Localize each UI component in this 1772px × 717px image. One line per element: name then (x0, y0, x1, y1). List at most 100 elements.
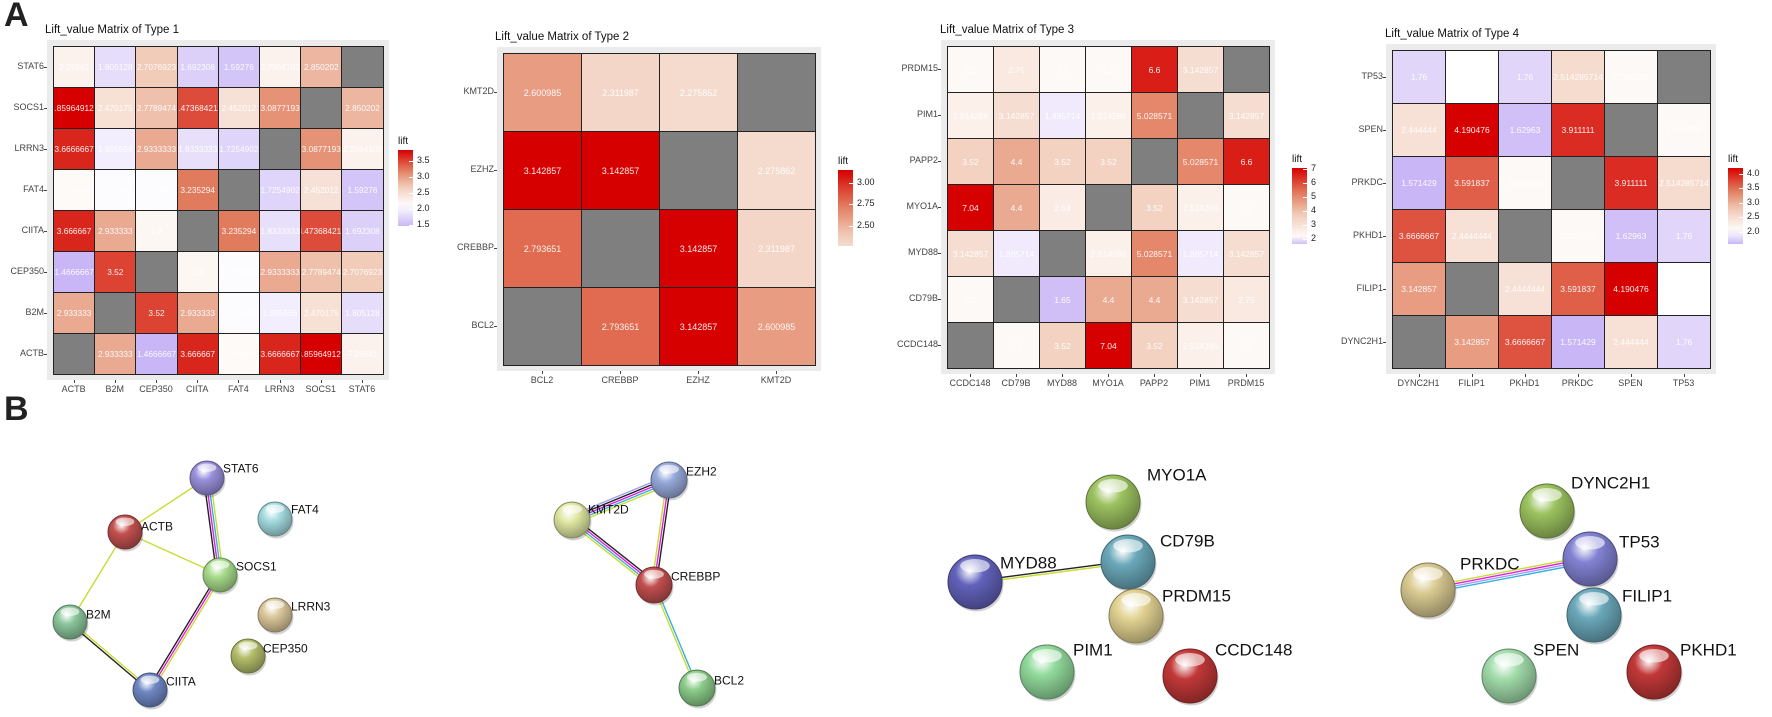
heatmap-cell: 1.62963 (1604, 209, 1658, 263)
heatmap-cell: 2.095238 (1604, 50, 1658, 104)
protein-node-label: PKHD1 (1680, 641, 1737, 660)
heatmap-cell: 1.8333333 (176, 128, 219, 170)
y-tick (1383, 288, 1386, 290)
legend-tick-label: 3.0 (417, 171, 430, 182)
y-tick (44, 353, 47, 355)
legend-tick-mark (1739, 188, 1743, 190)
x-axis-label: TP53 (1672, 378, 1695, 388)
heatmap-cell: 1.8333333 (259, 210, 302, 252)
x-axis-label: CCDC148 (949, 378, 991, 388)
legend-tick-mark (409, 177, 413, 179)
legend-tick-mark (1303, 168, 1307, 170)
x-axis-label: CIITA (186, 384, 209, 394)
protein-node-label: PRKDC (1460, 555, 1520, 574)
heatmap-cell: 2.2564103 (341, 128, 384, 170)
heatmap-cell: 3.859649123 (53, 87, 96, 129)
x-axis-label: MYO1A (1092, 378, 1124, 388)
network-edge (652, 584, 699, 689)
heatmap-cell: 3.52 (1039, 138, 1086, 185)
y-tick (938, 345, 941, 346)
y-tick (44, 230, 47, 232)
heatmap-cell: 2.2 (1039, 46, 1086, 93)
sphere-highlight (1579, 592, 1609, 606)
edge-evidence-line (68, 622, 150, 692)
y-tick (44, 189, 47, 191)
y-axis-label: DYNC2H1 (1340, 335, 1383, 346)
edge-evidence-line (652, 585, 697, 689)
heatmap-cell: 2.933333 (53, 292, 96, 334)
x-tick (1577, 374, 1579, 377)
heatmap-cell: 7.04 (1085, 322, 1132, 369)
x-tick (1108, 374, 1109, 377)
network-edge (1427, 555, 1591, 594)
legend-title: lift (1292, 154, 1302, 165)
legend-tick-label: 2 (1311, 233, 1317, 244)
heatmap-cell: 2.9333333 (259, 251, 302, 293)
protein-node (947, 554, 1004, 612)
x-axis-label: SPEN (1618, 378, 1643, 388)
y-axis-label: CD79B (908, 293, 938, 303)
x-axis-label: PRKDC (1561, 378, 1594, 388)
heatmap-cell: 2.4444444 (1445, 209, 1499, 263)
x-axis-label: PIM1 (1189, 378, 1211, 388)
heatmap-cell: 2.4444444 (1498, 262, 1552, 316)
x-tick (776, 371, 777, 374)
heatmap-cell: 3.142857 (947, 230, 994, 277)
sphere-highlight (644, 569, 664, 579)
protein-node (1562, 531, 1619, 589)
x-axis-label: ACTB (61, 384, 86, 394)
heatmap-cell: 1.59276 (217, 46, 260, 88)
x-axis-label: SOCS1 (305, 384, 337, 394)
y-axis-label: CIITA (21, 224, 44, 235)
heatmap-cell: 3.52 (135, 292, 178, 334)
sphere-highlight (1121, 593, 1151, 607)
y-axis-label: ACTB (19, 347, 44, 358)
y-axis-label: MYO1A (906, 201, 938, 211)
heatmap-cell: 2.7076923 (341, 251, 384, 293)
heatmap-cell: 2.7076923 (135, 46, 178, 88)
y-axis-label: MYD88 (907, 247, 938, 257)
protein-network: MYO1A CD79B MYD88 PRDM15 PIM1 CCDC148 (947, 466, 1292, 706)
protein-node (202, 557, 239, 595)
protein-node (132, 672, 169, 710)
legend-tick-label: 3.5 (1747, 182, 1760, 193)
protein-node (107, 514, 144, 552)
x-tick (362, 380, 363, 383)
heatmap-cell: 2.25641 (341, 333, 384, 375)
protein-node (650, 461, 689, 501)
heatmap-cell: 4.190476 (1445, 103, 1499, 157)
protein-node-label: STAT6 (223, 462, 259, 476)
y-axis-label: B2M (25, 306, 44, 317)
y-axis-label: TP53 (1361, 70, 1383, 81)
protein-node-label: CEP350 (263, 642, 308, 656)
heatmap-cell: 2.2 (1223, 184, 1270, 231)
heatmap-cell-na (993, 276, 1040, 323)
edge-evidence-line (147, 573, 219, 690)
x-tick (114, 380, 116, 383)
legend-tick-mark (849, 182, 853, 184)
heatmap-cell-na (1223, 46, 1270, 93)
network-edge (69, 531, 126, 623)
y-tick (494, 326, 497, 327)
y-axis-label: STAT6 (17, 60, 44, 71)
heatmap-cell: 1.692308 (341, 210, 384, 252)
protein-node (189, 460, 226, 498)
protein-node (553, 501, 592, 541)
heatmap-cell: 3.52 (94, 251, 137, 293)
heatmap-title: Lift_value Matrix of Type 1 (45, 24, 180, 36)
sphere-highlight (1532, 488, 1562, 502)
heatmap-cell: 2.470175 (300, 292, 343, 334)
legend-tick-label: 4 (1311, 204, 1317, 215)
heatmap-cell: 2.0 (1657, 262, 1711, 316)
sphere-highlight (1175, 653, 1205, 667)
protein-node (635, 566, 674, 606)
heatmap-cell: 3.142857 (1177, 276, 1224, 323)
sphere-highlight (562, 504, 582, 514)
x-axis-label: B2M (105, 384, 125, 394)
protein-node-label: LRRN3 (291, 600, 331, 614)
legend-title: lift (398, 136, 408, 147)
heatmap-cell: 2.275862 (659, 53, 738, 132)
protein-network: DYNC2H1 TP53 PRKDC FILIP1 SPEN PKHD1 (1400, 474, 1737, 706)
legend-tick-label: 5 (1311, 190, 1317, 201)
